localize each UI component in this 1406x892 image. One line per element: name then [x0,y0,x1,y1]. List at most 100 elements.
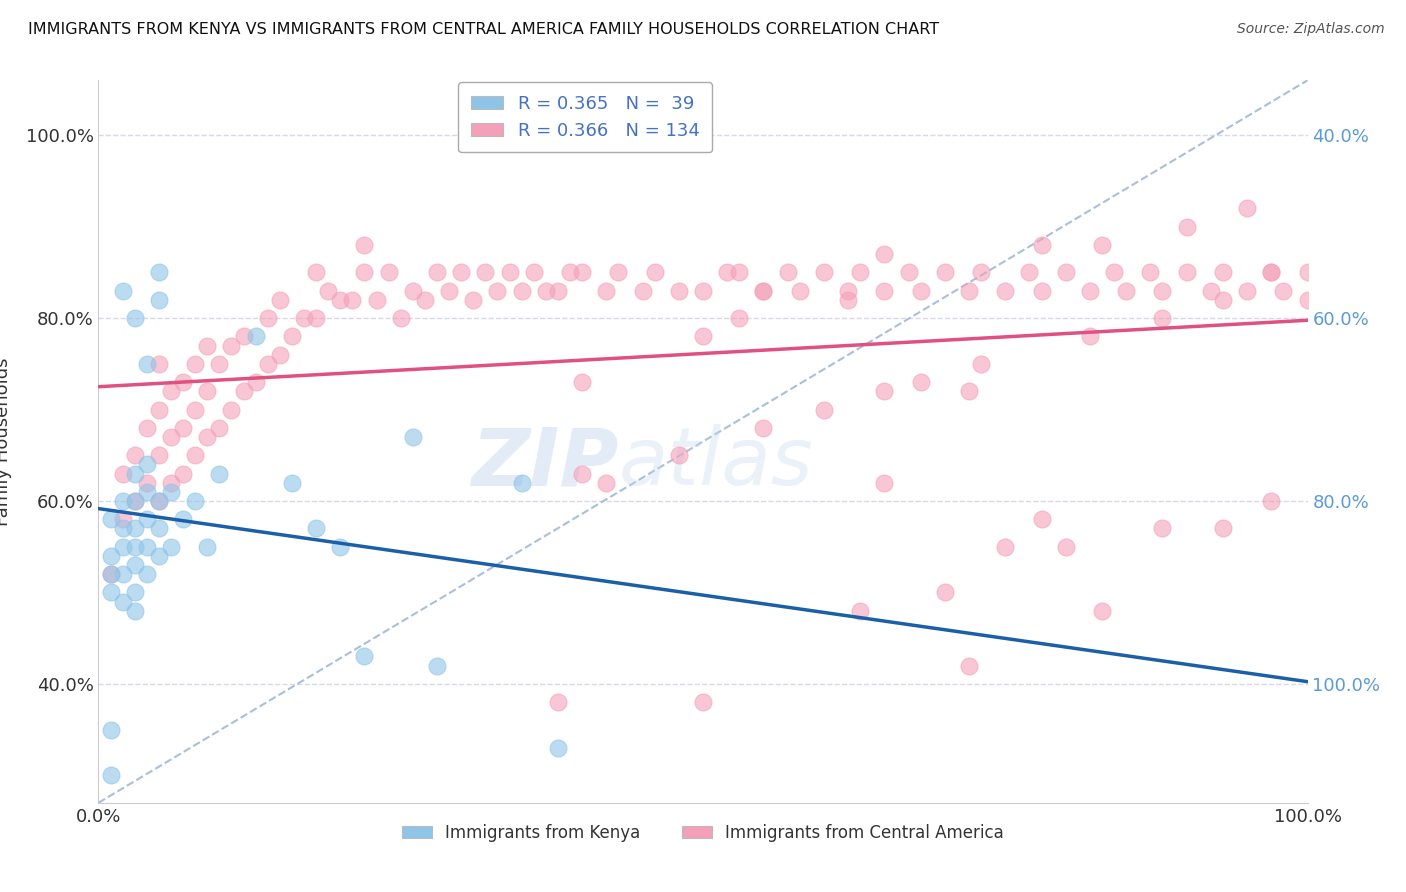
Point [135,475,157,490]
Point [329,293,352,307]
Point [160,484,183,499]
Point [510,284,533,298]
Point [208,357,231,371]
Point [148,402,170,417]
Point [571,467,593,481]
Point [1296,265,1319,279]
Point [184,402,207,417]
Point [1078,329,1101,343]
Legend: Immigrants from Kenya, Immigrants from Central America: Immigrants from Kenya, Immigrants from C… [395,817,1011,848]
Point [571,265,593,279]
Point [160,384,183,399]
Point [595,475,617,490]
Point [100,567,122,582]
Point [135,540,157,554]
Point [148,494,170,508]
Point [534,284,557,298]
Point [1175,265,1198,279]
Point [849,604,872,618]
Point [148,448,170,462]
Point [184,357,207,371]
Point [208,467,231,481]
Point [957,384,980,399]
Point [366,293,388,307]
Point [100,567,122,582]
Point [523,265,546,279]
Point [813,265,835,279]
Point [1091,604,1114,618]
Point [256,311,278,326]
Point [1260,494,1282,508]
Point [692,329,714,343]
Point [547,740,569,755]
Point [100,768,122,782]
Text: atlas: atlas [619,425,813,502]
Point [1091,238,1114,252]
Point [124,467,146,481]
Point [160,475,183,490]
Point [957,658,980,673]
Point [1236,284,1258,298]
Point [111,512,134,526]
Point [813,402,835,417]
Text: Source: ZipAtlas.com: Source: ZipAtlas.com [1237,22,1385,37]
Point [377,265,399,279]
Point [498,265,520,279]
Point [111,540,134,554]
Point [692,284,714,298]
Point [1199,284,1222,298]
Point [184,448,207,462]
Point [873,284,896,298]
Point [353,649,375,664]
Point [994,540,1017,554]
Point [957,284,980,298]
Point [221,402,243,417]
Point [1152,521,1174,535]
Point [631,284,654,298]
Point [124,585,146,599]
Point [837,284,859,298]
Point [873,475,896,490]
Point [232,329,254,343]
Point [595,284,617,298]
Point [111,467,134,481]
Point [160,430,183,444]
Point [897,265,920,279]
Point [1031,284,1053,298]
Point [934,265,956,279]
Point [256,357,278,371]
Point [752,284,775,298]
Point [292,311,315,326]
Point [437,284,460,298]
Point [426,265,449,279]
Point [269,293,291,307]
Point [402,284,425,298]
Point [1175,219,1198,234]
Point [135,421,157,435]
Point [789,284,811,298]
Text: ZIP: ZIP [471,425,619,502]
Point [910,284,932,298]
Point [668,448,690,462]
Point [135,512,157,526]
Point [1212,293,1234,307]
Point [716,265,738,279]
Point [776,265,799,279]
Point [305,521,328,535]
Point [353,238,375,252]
Point [849,265,872,279]
Point [208,421,231,435]
Point [450,265,472,279]
Y-axis label: Family Households: Family Households [0,358,11,525]
Point [305,311,328,326]
Point [1102,265,1125,279]
Point [305,265,328,279]
Point [135,567,157,582]
Point [607,265,630,279]
Point [100,512,122,526]
Point [184,494,207,508]
Point [1212,265,1234,279]
Point [728,311,751,326]
Point [426,658,449,673]
Point [329,540,352,554]
